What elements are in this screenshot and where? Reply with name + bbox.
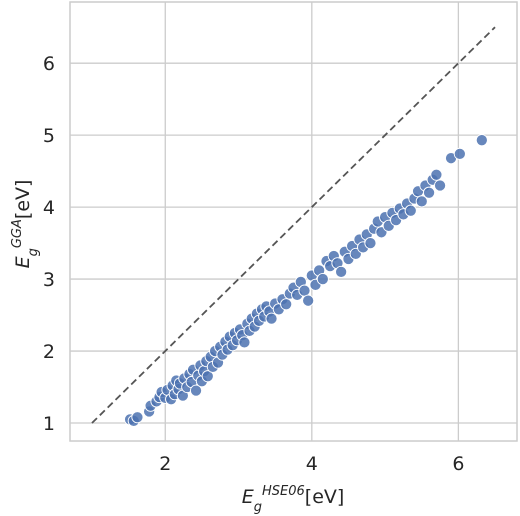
data-point [364,237,377,250]
data-point [189,384,203,397]
data-point [415,195,428,208]
data-point [298,284,311,297]
y-tick-label: 2 [43,341,55,363]
data-point [404,204,417,217]
data-point [475,134,488,147]
x-tick-label: 4 [306,453,318,475]
y-tick-label: 3 [43,269,55,291]
y-tick-label: 6 [43,53,55,75]
data-point [335,265,348,278]
data-point [201,370,214,383]
x-tick-label: 6 [452,453,464,475]
grid [70,2,517,441]
data-point [434,179,447,192]
data-point [453,147,466,160]
y-tick-label: 5 [43,125,55,147]
data-points [124,134,488,427]
data-point [430,168,443,181]
reference-line-dashed [91,26,496,424]
data-point [302,294,315,307]
x-tick-labels: 2 4 6 [159,453,464,475]
y-tick-labels: 1 2 3 4 5 6 [43,53,55,435]
x-tick-label: 2 [159,453,171,475]
y-tick-label: 1 [43,413,55,435]
y-tick-label: 4 [43,197,55,219]
data-point [238,336,251,349]
data-point [316,273,329,286]
data-point [280,298,293,311]
data-point [423,186,436,199]
data-point [131,411,144,424]
y-axis-label: EgGGA[eV] [10,180,41,269]
x-axis-label: EgHSE06[eV] [242,484,345,515]
plot-frame [69,1,518,442]
data-point [265,312,278,325]
